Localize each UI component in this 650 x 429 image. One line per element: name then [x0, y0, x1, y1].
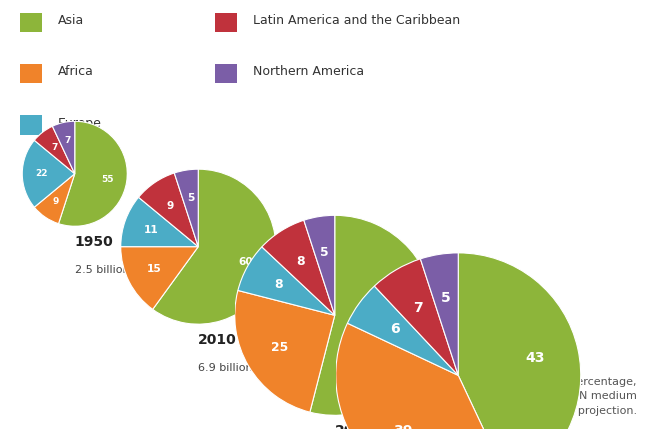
Wedge shape	[374, 259, 458, 375]
Wedge shape	[22, 140, 75, 207]
Text: 43: 43	[525, 351, 545, 365]
Wedge shape	[121, 197, 198, 247]
Text: 5: 5	[320, 246, 329, 259]
Wedge shape	[138, 173, 198, 247]
Text: 6: 6	[390, 322, 400, 336]
Wedge shape	[336, 323, 510, 429]
Wedge shape	[34, 126, 75, 174]
Text: 2050: 2050	[335, 424, 374, 429]
Text: Asia: Asia	[58, 14, 84, 27]
Wedge shape	[421, 253, 458, 375]
Text: 5: 5	[187, 193, 194, 202]
Text: 9: 9	[167, 201, 174, 211]
Text: 6.9 billion: 6.9 billion	[198, 363, 253, 373]
Text: 39: 39	[393, 424, 413, 429]
Wedge shape	[304, 215, 335, 315]
Wedge shape	[238, 247, 335, 315]
Wedge shape	[58, 121, 127, 226]
Wedge shape	[347, 286, 458, 375]
Wedge shape	[458, 253, 580, 429]
Text: 15: 15	[147, 264, 161, 274]
Text: 1950: 1950	[75, 235, 114, 249]
Text: Europe: Europe	[58, 117, 102, 130]
Text: Shares in percentage,
according to UN medium
fertility variant projection.: Shares in percentage, according to UN me…	[491, 377, 637, 416]
Text: 9: 9	[53, 197, 59, 206]
FancyBboxPatch shape	[20, 64, 42, 83]
Wedge shape	[121, 247, 198, 309]
FancyBboxPatch shape	[20, 115, 42, 135]
Text: 7: 7	[64, 136, 71, 145]
Text: 2.5 billion: 2.5 billion	[75, 265, 129, 275]
Text: Africa: Africa	[58, 65, 94, 79]
Text: 2010: 2010	[198, 333, 237, 347]
Wedge shape	[310, 215, 435, 415]
Wedge shape	[53, 121, 75, 174]
Text: 54: 54	[389, 317, 407, 330]
Text: 8: 8	[296, 255, 305, 268]
Wedge shape	[34, 174, 75, 224]
Text: 22: 22	[35, 169, 47, 178]
Text: 7: 7	[413, 301, 423, 315]
FancyBboxPatch shape	[20, 12, 42, 32]
Wedge shape	[174, 169, 198, 247]
Text: 11: 11	[144, 225, 159, 235]
FancyBboxPatch shape	[214, 64, 237, 83]
Text: 8: 8	[274, 278, 283, 291]
Text: 55: 55	[101, 175, 114, 184]
Text: 7: 7	[51, 143, 57, 152]
Wedge shape	[153, 169, 276, 324]
FancyBboxPatch shape	[214, 12, 237, 32]
Text: 60: 60	[238, 257, 253, 267]
Text: 5: 5	[441, 291, 451, 305]
Wedge shape	[235, 290, 335, 412]
Text: Northern America: Northern America	[253, 65, 364, 79]
Text: Latin America and the Caribbean: Latin America and the Caribbean	[253, 14, 460, 27]
Wedge shape	[262, 220, 335, 315]
Text: 25: 25	[271, 341, 289, 354]
